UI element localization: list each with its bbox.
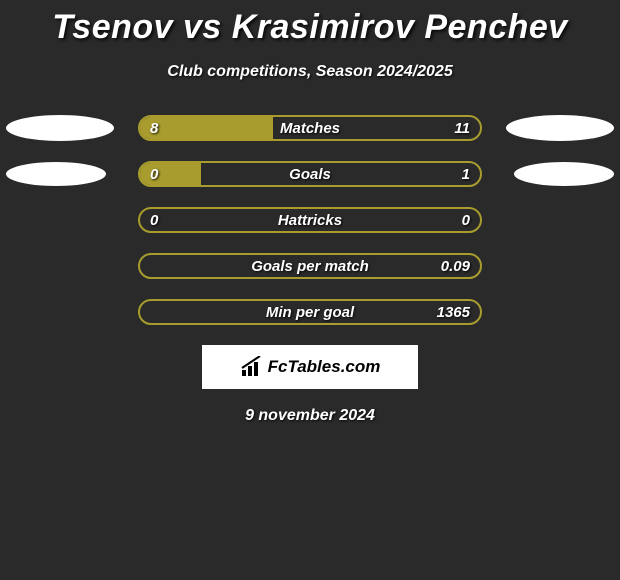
stat-label: Min per goal (140, 301, 480, 325)
stat-row: 811Matches (0, 115, 620, 141)
stat-bar: 00Hattricks (138, 207, 482, 233)
player-ellipse-left (6, 115, 114, 141)
player-ellipse-left (6, 162, 106, 186)
stats-container: 811Matches 01Goals 00Hattricks 0.09Goals pe… (0, 115, 620, 325)
chart-icon (240, 356, 264, 378)
page-subtitle: Club competitions, Season 2024/2025 (0, 63, 620, 81)
stat-bar: 1365Min per goal (138, 299, 482, 325)
stat-row: 01Goals (0, 161, 620, 187)
page-title: Tsenov vs Krasimirov Penchev (0, 0, 620, 47)
stat-row: 0.09Goals per match (0, 253, 620, 279)
stat-label: Hattricks (140, 209, 480, 233)
stat-label: Goals per match (140, 255, 480, 279)
stat-bar: 811Matches (138, 115, 482, 141)
stat-label: Matches (140, 117, 480, 141)
footer-date: 9 november 2024 (0, 407, 620, 425)
stat-row: 1365Min per goal (0, 299, 620, 325)
stat-bar: 0.09Goals per match (138, 253, 482, 279)
stat-bar: 01Goals (138, 161, 482, 187)
footer-logo[interactable]: FcTables.com (202, 345, 418, 389)
stat-row: 00Hattricks (0, 207, 620, 233)
stat-label: Goals (140, 163, 480, 187)
player-ellipse-right (514, 162, 614, 186)
footer-logo-text: FcTables.com (268, 357, 381, 377)
player-ellipse-right (506, 115, 614, 141)
